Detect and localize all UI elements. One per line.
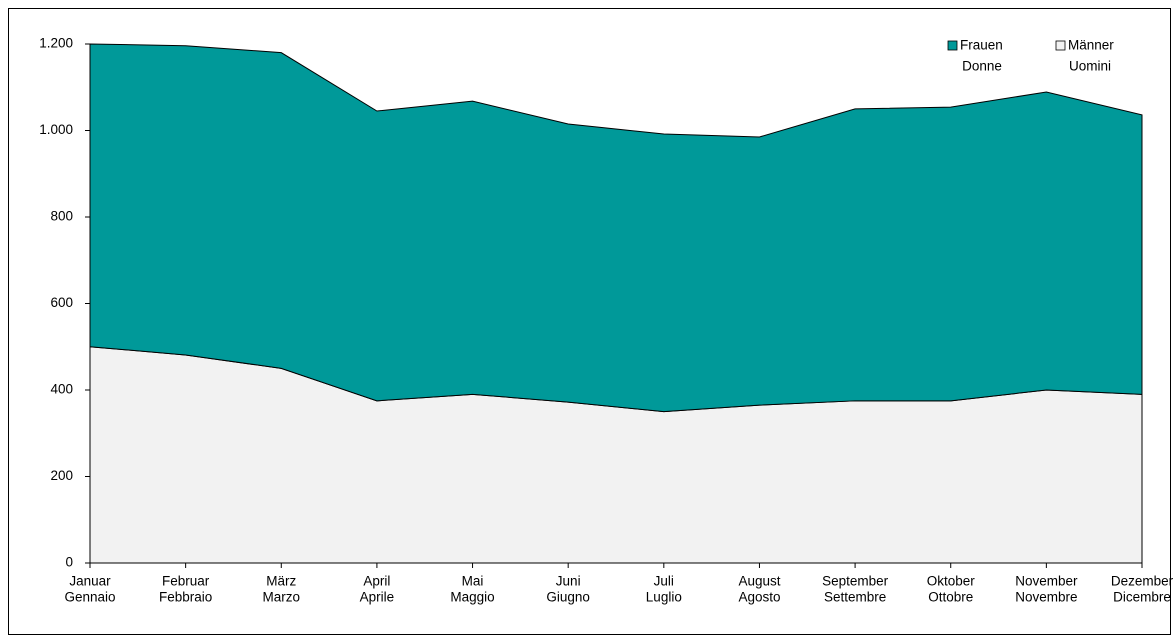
- x-tick-label: Juli: [654, 574, 674, 589]
- x-tick-label: Dicembre: [1113, 590, 1171, 605]
- x-tick-label: Maggio: [450, 590, 494, 605]
- x-tick-label: Februar: [162, 574, 210, 589]
- area: [89, 43, 1143, 413]
- legend-label: Donne: [962, 59, 1002, 74]
- y-tick-label: 600: [50, 295, 73, 310]
- x-tick-label: Januar: [69, 574, 111, 589]
- x-tick-label: Luglio: [646, 590, 682, 605]
- y-tick-label: 200: [50, 468, 73, 483]
- y-tick-label: 400: [50, 382, 73, 397]
- x-tick-label: Ottobre: [928, 590, 973, 605]
- legend-swatch: [1055, 40, 1066, 51]
- legend-label: Frauen: [960, 38, 1003, 53]
- x-tick-label: September: [822, 574, 889, 589]
- legend-swatch: [947, 40, 958, 51]
- x-tick-label: Gennaio: [64, 590, 115, 605]
- x-tick-label: Settembre: [824, 590, 886, 605]
- y-tick-label: 800: [50, 209, 73, 224]
- x-tick-label: Giugno: [546, 590, 590, 605]
- legend-label: Männer: [1068, 38, 1114, 53]
- x-tick-label: Oktober: [927, 574, 976, 589]
- y-tick-label: 0: [65, 555, 73, 570]
- x-tick-label: August: [738, 574, 780, 589]
- x-tick-label: März: [266, 574, 296, 589]
- y-tick-label: 1.000: [39, 122, 73, 137]
- x-tick-label: November: [1015, 574, 1078, 589]
- x-tick-label: April: [363, 574, 390, 589]
- legend-label: Uomini: [1069, 59, 1111, 74]
- x-tick-label: Novembre: [1015, 590, 1077, 605]
- x-tick-label: Agosto: [738, 590, 780, 605]
- x-tick-label: Aprile: [360, 590, 395, 605]
- y-tick-label: 1.200: [39, 36, 73, 51]
- x-tick-label: Febbraio: [159, 590, 212, 605]
- x-tick-label: Marzo: [263, 590, 301, 605]
- x-tick-label: Mai: [462, 574, 484, 589]
- x-tick-label: Dezember: [1111, 574, 1174, 589]
- x-tick-label: Juni: [556, 574, 581, 589]
